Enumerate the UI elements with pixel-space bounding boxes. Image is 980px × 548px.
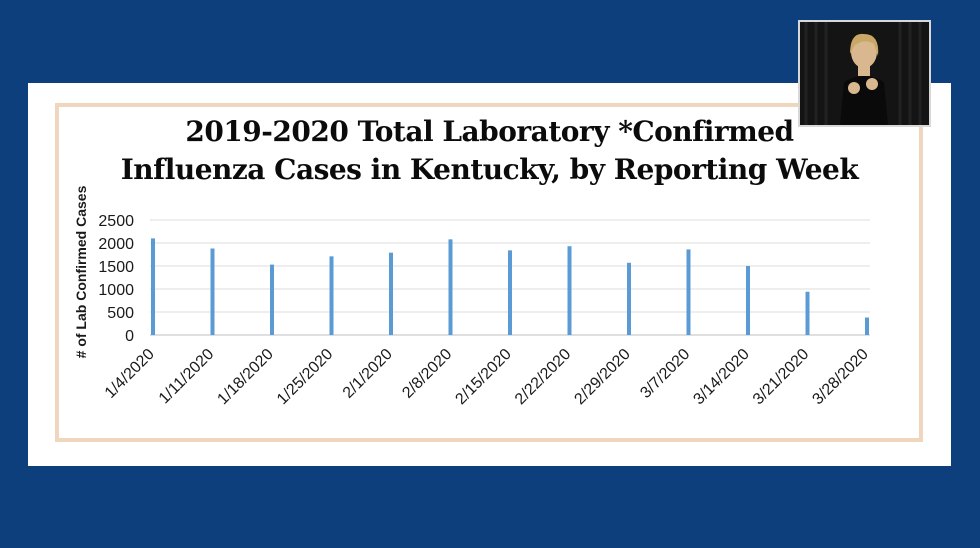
y-tick-label: 500 [107, 305, 134, 322]
bar [805, 291, 810, 335]
bar [865, 317, 869, 335]
x-tick-label: 3/21/2020 [750, 346, 812, 408]
bar [210, 248, 215, 335]
y-tick-label: 2500 [98, 213, 134, 230]
x-tick-label: 1/4/2020 [102, 346, 158, 402]
bar [508, 250, 512, 335]
bar [329, 256, 334, 335]
y-tick-label: 1500 [98, 259, 134, 276]
x-tick-label: 2/8/2020 [399, 346, 455, 402]
bar [627, 262, 631, 335]
bar [270, 264, 274, 335]
bar [746, 266, 750, 335]
x-tick-label: 1/11/2020 [156, 346, 218, 408]
x-tick-label: 2/29/2020 [571, 346, 633, 408]
sign-language-interpreter-video [798, 20, 931, 127]
slide-frame [55, 103, 923, 442]
bar [389, 252, 393, 335]
slide: 2019-2020 Total Laboratory *Confirmed In… [28, 83, 951, 466]
y-tick-label: 1000 [98, 282, 134, 299]
x-tick-label: 1/18/2020 [214, 346, 276, 408]
y-tick-label: 2000 [98, 236, 134, 253]
x-tick-label: 3/7/2020 [637, 346, 693, 402]
chart-title-line-1: 2019-2020 Total Laboratory *Confirmed [185, 115, 794, 148]
y-tick-label: 0 [125, 328, 134, 345]
x-tick-label: 3/14/2020 [690, 346, 752, 408]
bar [686, 249, 691, 335]
x-tick-label: 3/28/2020 [809, 346, 871, 408]
bar [567, 246, 572, 335]
chart-title: 2019-2020 Total Laboratory *Confirmed In… [28, 113, 951, 189]
bar [151, 238, 155, 335]
interpreter-person-icon [800, 22, 929, 125]
x-tick-label: 2/1/2020 [340, 346, 396, 402]
x-tick-label: 2/22/2020 [512, 346, 574, 408]
x-tick-label: 1/25/2020 [274, 346, 336, 408]
y-axis-label: # of Lab Confirmed Cases [73, 185, 89, 358]
chart-title-line-2: Influenza Cases in Kentucky, by Reportin… [120, 153, 859, 186]
bar [448, 239, 453, 335]
x-tick-label: 2/15/2020 [452, 346, 514, 408]
